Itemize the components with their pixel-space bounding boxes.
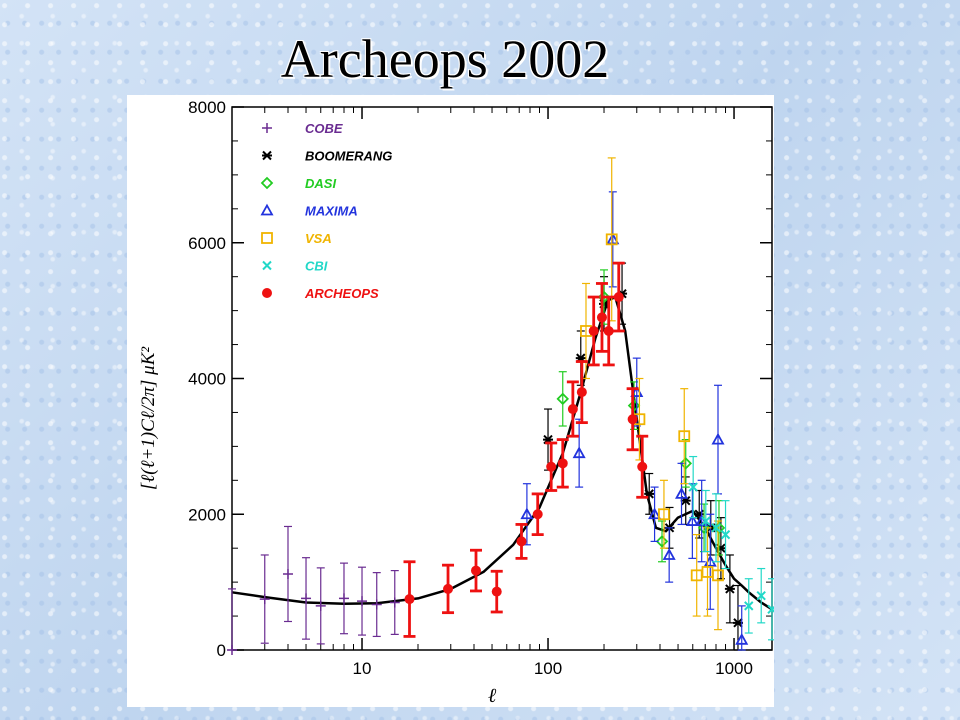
archeops-point — [596, 312, 607, 323]
cobe-point — [315, 600, 326, 611]
series-archeops — [403, 261, 649, 638]
maxima-point — [674, 487, 689, 499]
y-tick-label: 8000 — [188, 98, 226, 117]
legend-label-maxima: MAXIMA — [305, 204, 358, 219]
data-points-layer — [227, 157, 774, 655]
cobe-point — [259, 594, 270, 605]
maxima-point — [520, 507, 534, 520]
archeops-point — [470, 565, 481, 576]
cbi-point — [688, 482, 698, 492]
archeops-point — [588, 325, 599, 336]
cbi-point — [720, 529, 731, 540]
series-cbi — [688, 455, 774, 641]
cobe-point — [227, 645, 237, 655]
archeops-point — [576, 387, 587, 398]
series-maxima — [520, 191, 749, 651]
maxima-point — [648, 507, 662, 520]
archeops-point — [603, 325, 614, 336]
archeops-point — [627, 414, 638, 425]
archeops-point — [557, 458, 568, 469]
dasi-point — [556, 392, 570, 406]
legend-marker-cbi — [262, 260, 272, 271]
cobe-point — [338, 593, 349, 604]
y-tick-label: 4000 — [188, 370, 226, 389]
boomerang-point — [724, 584, 735, 594]
cobe-point — [371, 599, 382, 610]
cbi-point — [767, 604, 774, 614]
legend-label-boomerang: BOOMERANG — [305, 149, 392, 164]
cobe-point — [357, 596, 368, 607]
cobe-point — [301, 593, 312, 604]
cbi-point — [756, 590, 766, 601]
legend-label-cbi: CBI — [305, 259, 328, 274]
vsa-point — [605, 233, 618, 246]
series-cobe — [227, 525, 400, 655]
model-curve-layer — [231, 295, 773, 611]
maxima-point — [711, 432, 725, 445]
archeops-point — [491, 586, 502, 597]
legend-marker-maxima — [260, 203, 274, 216]
dasi-point — [655, 535, 669, 548]
cobe-point — [389, 597, 400, 608]
x-tick-label: 100 — [534, 659, 562, 678]
archeops-point — [567, 404, 578, 415]
vsa-point — [678, 430, 691, 443]
legend-marker-archeops — [262, 288, 272, 298]
y-tick-label: 0 — [217, 641, 226, 660]
archeops-point — [637, 461, 648, 472]
chart-panel: 0 2000 4000 6000 8000 10 100 1000 ℓ [ℓ(ℓ+1)Cℓ/2π]… — [127, 95, 774, 707]
maxima-point — [606, 232, 620, 245]
archeops-point — [443, 583, 454, 594]
cbi-point — [744, 601, 754, 611]
legend-label-archeops: ARCHEOPS — [304, 286, 379, 301]
vsa-point — [658, 508, 670, 521]
y-tick-label: 6000 — [188, 234, 226, 253]
legend-label-cobe: COBE — [305, 121, 343, 136]
archeops-point — [404, 594, 415, 605]
legend-label-vsa: VSA — [305, 231, 332, 246]
dasi-point — [697, 521, 711, 535]
archeops-point — [516, 536, 527, 547]
x-tick-label: 10 — [353, 659, 372, 678]
legend-label-dasi: DASI — [305, 176, 336, 191]
legend-marker-dasi — [260, 176, 274, 190]
y-tick-label: 2000 — [188, 505, 226, 524]
x-axis-label: ℓ — [488, 685, 497, 707]
legend: COBE BOOMERANG DASI MAXIMA VSA CBI ARCHEOPS — [260, 121, 392, 301]
series-vsa — [580, 157, 724, 631]
vsa-point — [712, 569, 724, 582]
maxima-point — [572, 446, 586, 459]
legend-marker-cobe — [262, 123, 272, 133]
cobe-point — [282, 568, 293, 579]
cmb-power-spectrum-chart: 0 2000 4000 6000 8000 10 100 1000 ℓ [ℓ(ℓ+1)Cℓ/2π]… — [138, 98, 774, 707]
cbi-point — [701, 516, 711, 526]
maxima-point — [662, 548, 676, 560]
y-axis-label: [ℓ(ℓ+1)Cℓ/2π] μK² — [138, 347, 159, 490]
archeops-point — [613, 292, 624, 303]
legend-marker-vsa — [261, 232, 273, 244]
theory-curve — [231, 295, 773, 611]
archeops-point — [532, 509, 543, 520]
axes-layer: 0 2000 4000 6000 8000 10 100 1000 ℓ [ℓ(ℓ+1)Cℓ/2π]… — [138, 98, 773, 707]
dasi-point — [679, 457, 693, 470]
x-tick-label: 1000 — [715, 659, 753, 678]
slide-title: Archeops 2002 — [280, 29, 610, 89]
archeops-point — [546, 461, 557, 472]
legend-marker-boomerang — [262, 150, 272, 161]
maxima-point — [735, 632, 749, 645]
maxima-point — [685, 514, 699, 526]
cbi-point — [711, 523, 721, 533]
